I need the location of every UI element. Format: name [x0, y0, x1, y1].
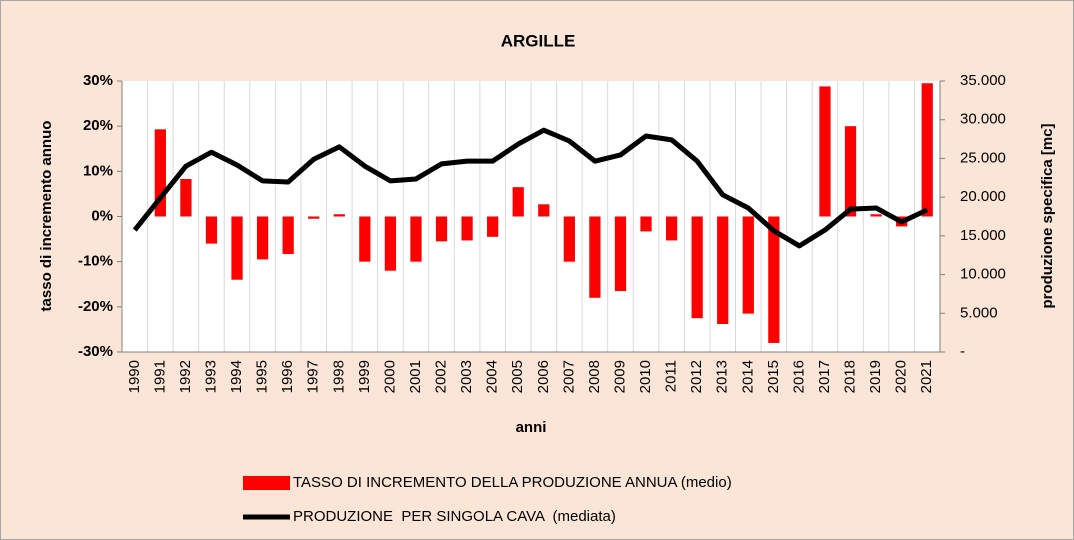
y-tick-label: -30% — [78, 343, 113, 360]
x-tick-label: 2010 — [637, 360, 654, 393]
chart-title: ARGILLE — [501, 31, 576, 50]
bar — [538, 204, 550, 217]
x-tick-label: 2017 — [816, 360, 833, 393]
x-tick-label: 2020 — [893, 360, 910, 393]
bar — [844, 126, 857, 217]
bar — [717, 216, 729, 324]
y2-tick-label: 10.000 — [960, 266, 1006, 283]
bar — [487, 216, 499, 237]
y2-tick-label: 20.000 — [960, 188, 1006, 205]
x-tick-label: 1990 — [126, 360, 143, 393]
bar — [180, 179, 192, 217]
y-tick-label: 10% — [83, 162, 113, 179]
bar — [742, 216, 754, 314]
bar — [665, 216, 678, 241]
x-tick-label: 2000 — [381, 360, 398, 393]
x-tick-label: 1997 — [305, 360, 322, 393]
bar — [333, 214, 345, 217]
bar — [308, 216, 320, 219]
bar — [256, 216, 269, 260]
x-tick-label: 2009 — [611, 360, 628, 393]
x-tick-label: 1996 — [279, 360, 296, 393]
x-tick-label: 1992 — [177, 360, 194, 393]
x-tick-label: 1995 — [254, 360, 271, 393]
x-tick-label: 2021 — [918, 360, 935, 393]
x-tick-label: 2011 — [663, 360, 680, 392]
bar — [640, 216, 652, 232]
x-tick-label: 2006 — [535, 360, 552, 393]
x-tick-label: 2014 — [739, 360, 756, 393]
x-tick-label: 2013 — [714, 360, 731, 393]
bar — [589, 216, 601, 298]
x-tick-label: 1998 — [330, 360, 347, 393]
x-tick-label: 1993 — [202, 360, 219, 393]
y2-tick-label: 35.000 — [960, 72, 1006, 89]
bar — [384, 216, 397, 271]
y2-tick-label: 15.000 — [960, 227, 1006, 244]
bar — [205, 216, 218, 244]
y-tick-label: -10% — [78, 253, 113, 270]
x-tick-label: 2005 — [509, 360, 526, 393]
y2-axis-label: produzione specifica [mc] — [1039, 123, 1056, 308]
y2-tick-label: - — [960, 343, 965, 360]
legend-label: TASSO DI INCREMENTO DELLA PRODUZIONE ANN… — [293, 474, 732, 491]
bar — [461, 216, 473, 241]
x-tick-label: 2001 — [407, 360, 424, 393]
x-tick-label: 2002 — [433, 360, 450, 393]
x-tick-label: 2008 — [586, 360, 603, 393]
x-tick-label: 2004 — [484, 360, 501, 393]
y-tick-label: -20% — [78, 298, 113, 315]
bar — [768, 216, 780, 343]
bar — [435, 216, 448, 242]
bar — [921, 83, 933, 217]
bar — [691, 216, 703, 319]
y2-tick-label: 25.000 — [960, 149, 1006, 166]
y-tick-label: 0% — [91, 207, 113, 224]
bar — [614, 216, 627, 292]
bar — [231, 216, 243, 280]
bar — [359, 216, 371, 262]
bar — [410, 216, 422, 262]
x-tick-label: 1991 — [151, 360, 168, 393]
x-axis-label: anni — [516, 419, 547, 436]
x-tick-label: 2003 — [458, 360, 475, 393]
x-tick-label: 2019 — [867, 360, 884, 393]
x-tick-label: 1999 — [356, 360, 373, 393]
bar — [282, 216, 294, 254]
y2-tick-label: 5.000 — [960, 304, 998, 321]
bar — [154, 129, 166, 217]
y-axis-label: tasso di incremento annuo — [38, 121, 55, 312]
x-tick-label: 2012 — [688, 360, 705, 393]
x-tick-label: 2018 — [842, 360, 859, 393]
bar — [870, 214, 882, 217]
bar — [819, 86, 831, 217]
bar — [512, 187, 524, 217]
y-tick-label: 20% — [83, 117, 113, 134]
legend-swatch — [243, 476, 290, 490]
legend-label: PRODUZIONE PER SINGOLA CAVA (mediata) — [293, 508, 616, 525]
x-tick-label: 1994 — [228, 360, 245, 393]
x-tick-label: 2015 — [765, 360, 782, 393]
x-tick-label: 2007 — [560, 360, 577, 393]
y2-tick-label: 30.000 — [960, 111, 1006, 128]
bar — [563, 216, 575, 262]
x-tick-label: 2016 — [790, 360, 807, 393]
line — [132, 127, 929, 249]
y-tick-label: 30% — [83, 72, 113, 89]
